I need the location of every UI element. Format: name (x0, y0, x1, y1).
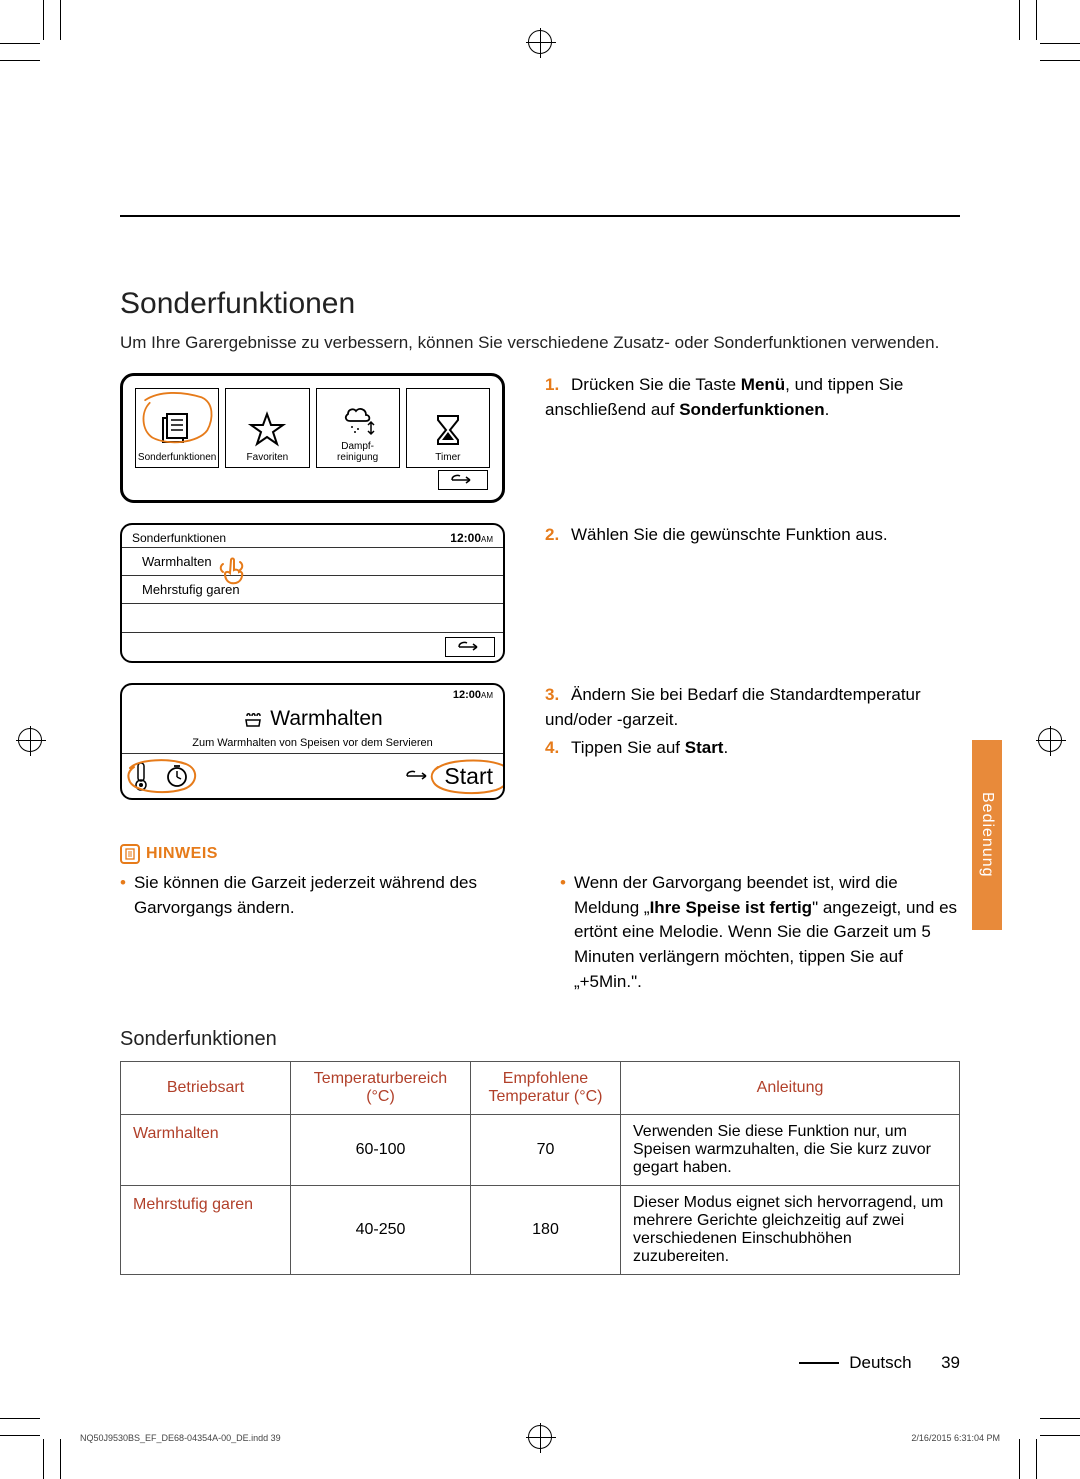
table-row: Warmhalten 60-100 70 Verwenden Sie diese… (121, 1115, 960, 1186)
col-range: Temperaturbereich (°C) (291, 1062, 471, 1115)
list-item-warmhalten: Warmhalten (122, 547, 503, 576)
hinweis-label: HINWEIS (120, 844, 218, 864)
menu-sonderfunktionen: Sonderfunktionen (135, 388, 219, 468)
step-34-text: 3.Ändern Sie bei Bedarf die Standardtemp… (545, 683, 960, 800)
menu-dampfreinigung: Dampf- reinigung (316, 388, 400, 468)
menu-dampfreinigung-label: Dampf- reinigung (337, 441, 378, 463)
side-tab: Bedienung (972, 740, 1002, 930)
list-item-mehrstufig: Mehrstufig garen (122, 576, 503, 604)
detail-screen: 12:00AM Warmhalten Zum Warmhalten von Sp… (120, 683, 505, 800)
page-footer: Deutsch 39 (799, 1353, 960, 1373)
list-screen: Sonderfunktionen 12:00AM Warmhalten Mehr… (120, 523, 505, 663)
detail-title: Warmhalten (242, 707, 382, 731)
col-guide: Anleitung (621, 1062, 960, 1115)
table-heading: Sonderfunktionen (120, 1028, 960, 1051)
hinweis-note-2: •Wenn der Garvorgang beendet ist, wird d… (560, 871, 960, 994)
menu-timer: Timer (406, 388, 490, 468)
back-button (438, 470, 488, 490)
step-1-text: 1.Drücken Sie die Taste Menü, und tippen… (545, 373, 960, 503)
functions-table: Betriebsart Temperaturbereich (°C) Empfo… (120, 1061, 960, 1275)
page-title: Sonderfunktionen (120, 287, 960, 321)
step-1-num: 1. (545, 373, 561, 398)
col-rec: Empfohlene Temperatur (°C) (471, 1062, 621, 1115)
list-screen-title: Sonderfunktionen (132, 531, 226, 545)
menu-screen: Sonderfunktionen Favoriten (120, 373, 505, 503)
step-3-num: 3. (545, 683, 561, 708)
table-row: Mehrstufig garen 40-250 180 Dieser Modus… (121, 1186, 960, 1275)
detail-time: 12:00AM (122, 685, 503, 701)
step-2-text: 2.Wählen Sie die gewünschte Funktion aus… (545, 523, 960, 663)
menu-favoriten: Favoriten (225, 388, 309, 468)
print-footer: NQ50J9530BS_EF_DE68-04354A-00_DE.indd 39… (80, 1433, 1000, 1443)
intro-text: Um Ihre Garergebnisse zu verbessern, kön… (120, 333, 960, 353)
hinweis-note-1: •Sie können die Garzeit jederzeit währen… (120, 871, 520, 994)
back-button-2 (445, 637, 495, 657)
note-icon (120, 844, 140, 864)
col-mode: Betriebsart (121, 1062, 291, 1115)
detail-subtitle: Zum Warmhalten von Speisen vor dem Servi… (122, 737, 503, 749)
menu-favoriten-label: Favoriten (247, 452, 289, 463)
top-rule (120, 215, 960, 217)
step-2-num: 2. (545, 523, 561, 548)
list-screen-time: 12:00AM (450, 531, 493, 545)
menu-timer-label: Timer (435, 452, 460, 463)
step-4-num: 4. (545, 736, 561, 761)
